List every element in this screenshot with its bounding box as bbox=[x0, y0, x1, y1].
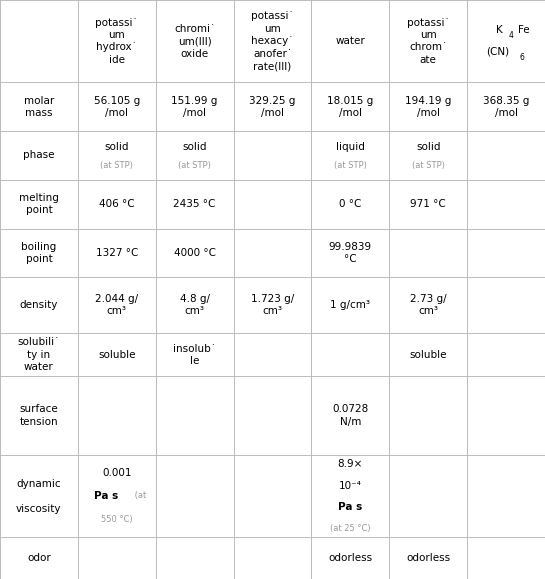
Text: (at STP): (at STP) bbox=[412, 161, 445, 170]
Text: insolub˙
le: insolub˙ le bbox=[173, 343, 216, 366]
Text: 406 °C: 406 °C bbox=[99, 199, 135, 209]
Text: (at STP): (at STP) bbox=[334, 161, 367, 170]
Text: (at STP): (at STP) bbox=[178, 161, 211, 170]
Text: 56.105 g
/mol: 56.105 g /mol bbox=[94, 96, 140, 118]
Text: Fe: Fe bbox=[518, 25, 529, 35]
Text: 1327 °C: 1327 °C bbox=[95, 248, 138, 258]
Text: solid: solid bbox=[416, 142, 440, 152]
Text: (at STP): (at STP) bbox=[100, 161, 133, 170]
Text: melting
point: melting point bbox=[19, 193, 59, 215]
Text: Pa s: Pa s bbox=[338, 502, 362, 512]
Text: solid: solid bbox=[183, 142, 207, 152]
Text: K: K bbox=[496, 25, 503, 35]
Text: chromi˙
um(III)
oxide: chromi˙ um(III) oxide bbox=[174, 24, 215, 58]
Text: odorless: odorless bbox=[328, 553, 372, 563]
Text: 0 °C: 0 °C bbox=[339, 199, 361, 209]
Text: 2.044 g/
cm³: 2.044 g/ cm³ bbox=[95, 294, 138, 317]
Text: 0.001: 0.001 bbox=[102, 468, 131, 478]
Text: solid: solid bbox=[105, 142, 129, 152]
Text: 0.0728
N/m: 0.0728 N/m bbox=[332, 404, 368, 427]
Text: 1 g/cm³: 1 g/cm³ bbox=[330, 301, 371, 310]
Text: 151.99 g
/mol: 151.99 g /mol bbox=[172, 96, 218, 118]
Text: Pa s: Pa s bbox=[94, 491, 118, 501]
Text: 8.9×: 8.9× bbox=[338, 459, 363, 469]
Text: odorless: odorless bbox=[406, 553, 450, 563]
Text: 194.19 g
/mol: 194.19 g /mol bbox=[405, 96, 451, 118]
Text: density: density bbox=[20, 301, 58, 310]
Text: 550 °C): 550 °C) bbox=[101, 515, 132, 524]
Text: liquid: liquid bbox=[336, 142, 365, 152]
Text: (at 25 °C): (at 25 °C) bbox=[330, 524, 371, 533]
Text: potassi˙
um
hydrox˙
ide: potassi˙ um hydrox˙ ide bbox=[95, 17, 138, 65]
Text: surface
tension: surface tension bbox=[20, 404, 58, 427]
Text: water: water bbox=[336, 36, 365, 46]
Text: odor: odor bbox=[27, 553, 51, 563]
Text: molar
mass: molar mass bbox=[24, 96, 54, 118]
Text: 1.723 g/
cm³: 1.723 g/ cm³ bbox=[251, 294, 294, 317]
Text: (CN): (CN) bbox=[486, 47, 510, 57]
Text: 329.25 g
/mol: 329.25 g /mol bbox=[249, 96, 296, 118]
Text: 18.015 g
/mol: 18.015 g /mol bbox=[327, 96, 373, 118]
Text: 99.9839
°C: 99.9839 °C bbox=[329, 242, 372, 264]
Text: boiling
point: boiling point bbox=[21, 242, 57, 264]
Text: 4.8 g/
cm³: 4.8 g/ cm³ bbox=[180, 294, 210, 317]
Text: dynamic

viscosity: dynamic viscosity bbox=[16, 479, 62, 514]
Text: 4: 4 bbox=[509, 31, 514, 39]
Text: 368.35 g
/mol: 368.35 g /mol bbox=[483, 96, 529, 118]
Text: 971 °C: 971 °C bbox=[410, 199, 446, 209]
Text: (at: (at bbox=[132, 490, 146, 500]
Text: 10⁻⁴: 10⁻⁴ bbox=[339, 481, 362, 490]
Text: 2435 °C: 2435 °C bbox=[173, 199, 216, 209]
Text: solubili˙
ty in
water: solubili˙ ty in water bbox=[18, 338, 60, 372]
Text: potassi˙
um
hexacy˙
anofer˙
rate(III): potassi˙ um hexacy˙ anofer˙ rate(III) bbox=[251, 12, 294, 71]
Text: 2.73 g/
cm³: 2.73 g/ cm³ bbox=[410, 294, 446, 317]
Text: 4000 °C: 4000 °C bbox=[174, 248, 216, 258]
Text: potassi˙
um
chrom˙
ate: potassi˙ um chrom˙ ate bbox=[407, 17, 450, 65]
Text: 6: 6 bbox=[520, 53, 525, 62]
Text: phase: phase bbox=[23, 151, 54, 160]
Text: soluble: soluble bbox=[409, 350, 447, 360]
Text: soluble: soluble bbox=[98, 350, 136, 360]
